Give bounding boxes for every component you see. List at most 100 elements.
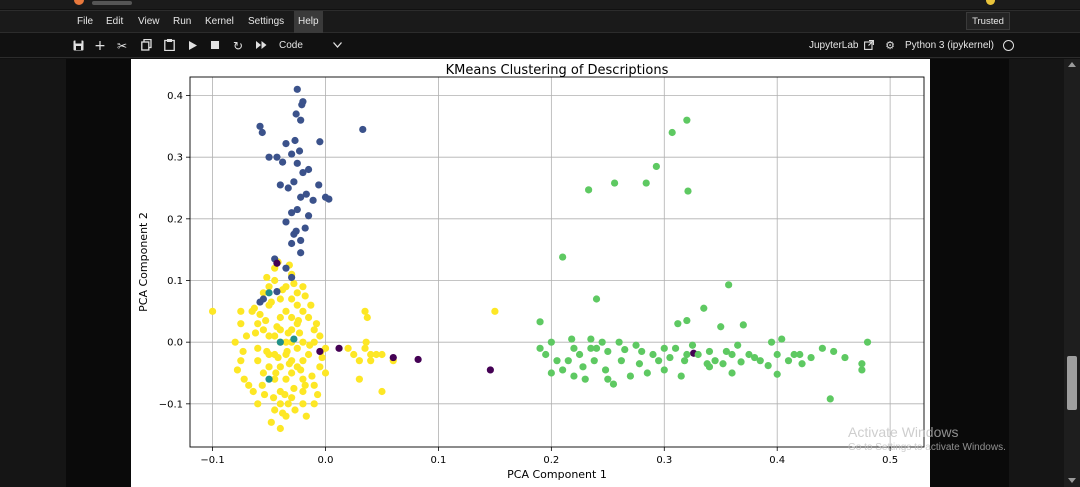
scatter-point bbox=[282, 264, 290, 272]
scatter-point bbox=[291, 406, 299, 414]
scatter-point bbox=[276, 338, 284, 346]
scatter-point bbox=[301, 381, 309, 389]
external-link-icon[interactable] bbox=[862, 34, 876, 58]
scatter-point bbox=[778, 335, 786, 343]
trusted-indicator[interactable]: Trusted bbox=[966, 12, 1010, 30]
scatter-point bbox=[683, 116, 691, 124]
scatter-point bbox=[301, 224, 309, 232]
scatter-point bbox=[681, 357, 689, 365]
scatter-point bbox=[372, 350, 380, 359]
scatter-point bbox=[293, 289, 301, 297]
scatter-point bbox=[858, 366, 866, 374]
scatter-point bbox=[773, 370, 781, 378]
menu-kernel[interactable]: Kernel bbox=[205, 16, 234, 27]
scatter-point bbox=[237, 307, 245, 315]
scatter-point bbox=[361, 344, 369, 352]
scatter-point bbox=[316, 347, 324, 356]
scroll-down-arrow-icon[interactable] bbox=[1068, 478, 1076, 483]
scatter-point bbox=[547, 369, 555, 377]
scatter-point bbox=[677, 372, 685, 380]
scatter-point bbox=[285, 360, 293, 368]
scatter-point bbox=[293, 159, 301, 167]
vertical-scrollbar[interactable] bbox=[1064, 59, 1080, 487]
stop-icon[interactable] bbox=[207, 34, 223, 58]
scatter-point bbox=[652, 162, 660, 171]
kernel-name[interactable]: Python 3 (ipykernel) bbox=[905, 40, 994, 51]
add-cell-icon[interactable]: + bbox=[94, 38, 106, 54]
restart-icon[interactable]: ↻ bbox=[232, 39, 244, 53]
scatter-point bbox=[585, 186, 593, 194]
scatter-point bbox=[568, 335, 576, 343]
cell-type-select[interactable]: Code bbox=[279, 40, 303, 51]
scatter-point bbox=[278, 409, 287, 417]
scatter-point bbox=[291, 136, 299, 145]
scatter-point bbox=[601, 366, 610, 374]
scatter-point bbox=[547, 338, 555, 346]
scatter-point bbox=[265, 375, 273, 383]
scatter-point bbox=[378, 350, 386, 359]
scatter-point bbox=[288, 295, 296, 303]
menu-view[interactable]: View bbox=[138, 16, 160, 27]
scatter-point bbox=[536, 344, 544, 352]
scatter-point bbox=[655, 357, 663, 365]
scatter-point bbox=[642, 179, 650, 187]
menu-edit[interactable]: Edit bbox=[106, 16, 124, 27]
menu-file[interactable]: File bbox=[77, 16, 94, 27]
jupyterlab-link[interactable]: JupyterLab bbox=[809, 40, 859, 51]
scatter-point bbox=[299, 283, 307, 291]
scatter-point bbox=[297, 116, 305, 124]
scatter-point bbox=[830, 347, 838, 356]
scrollbar-thumb[interactable] bbox=[1067, 356, 1077, 410]
scatter-point bbox=[288, 273, 296, 282]
scatter-point bbox=[621, 345, 629, 354]
scatter-point bbox=[826, 395, 834, 403]
chart-title: KMeans Clustering of Descriptions bbox=[446, 63, 669, 78]
run-icon[interactable] bbox=[185, 34, 201, 58]
scatter-point bbox=[807, 353, 815, 362]
paste-icon[interactable] bbox=[161, 34, 177, 58]
scatter-point bbox=[414, 355, 422, 364]
scatter-point bbox=[290, 178, 298, 186]
scatter-point bbox=[367, 357, 375, 365]
y-tick-label: 0.4 bbox=[167, 91, 183, 102]
gear-icon[interactable]: ⚙ bbox=[885, 39, 895, 52]
cut-icon[interactable]: ✂ bbox=[116, 39, 128, 53]
scatter-point bbox=[321, 369, 330, 377]
scatter-point bbox=[570, 372, 578, 380]
kernel-status-icon bbox=[1003, 40, 1014, 51]
scatter-point bbox=[304, 350, 313, 359]
scatter-point bbox=[700, 304, 708, 312]
menu-help[interactable]: Help bbox=[294, 11, 323, 33]
menu-run[interactable]: Run bbox=[173, 16, 192, 27]
scatter-point bbox=[299, 400, 307, 408]
scatter-point bbox=[249, 387, 257, 396]
scatter-points bbox=[208, 85, 872, 433]
save-icon[interactable] bbox=[70, 34, 86, 58]
scatter-point bbox=[635, 360, 644, 368]
scatter-point bbox=[598, 338, 606, 346]
scatter-point bbox=[559, 253, 567, 261]
scatter-point bbox=[233, 366, 242, 374]
scatter-point bbox=[304, 165, 313, 174]
scatter-point bbox=[310, 400, 318, 408]
scatter-point bbox=[273, 288, 281, 296]
scatter-point bbox=[282, 338, 290, 346]
scatter-point bbox=[297, 249, 305, 257]
scatter-point bbox=[604, 375, 612, 383]
scatter-point bbox=[256, 122, 264, 130]
scatter-point bbox=[734, 341, 742, 349]
chevron-down-icon[interactable] bbox=[330, 34, 344, 58]
plot-frame bbox=[189, 76, 925, 448]
menu-settings[interactable]: Settings bbox=[248, 16, 285, 27]
scatter-point bbox=[265, 283, 273, 291]
scroll-up-arrow-icon[interactable] bbox=[1068, 62, 1076, 67]
scatter-point bbox=[649, 350, 657, 359]
scatter-point bbox=[858, 360, 866, 368]
left-panel bbox=[0, 59, 66, 487]
scatter-point bbox=[250, 304, 258, 312]
fast-forward-icon[interactable] bbox=[253, 34, 269, 58]
scatter-point bbox=[231, 338, 239, 346]
copy-icon[interactable] bbox=[138, 34, 154, 58]
scatter-point bbox=[590, 357, 598, 365]
scatter-point bbox=[660, 344, 668, 352]
